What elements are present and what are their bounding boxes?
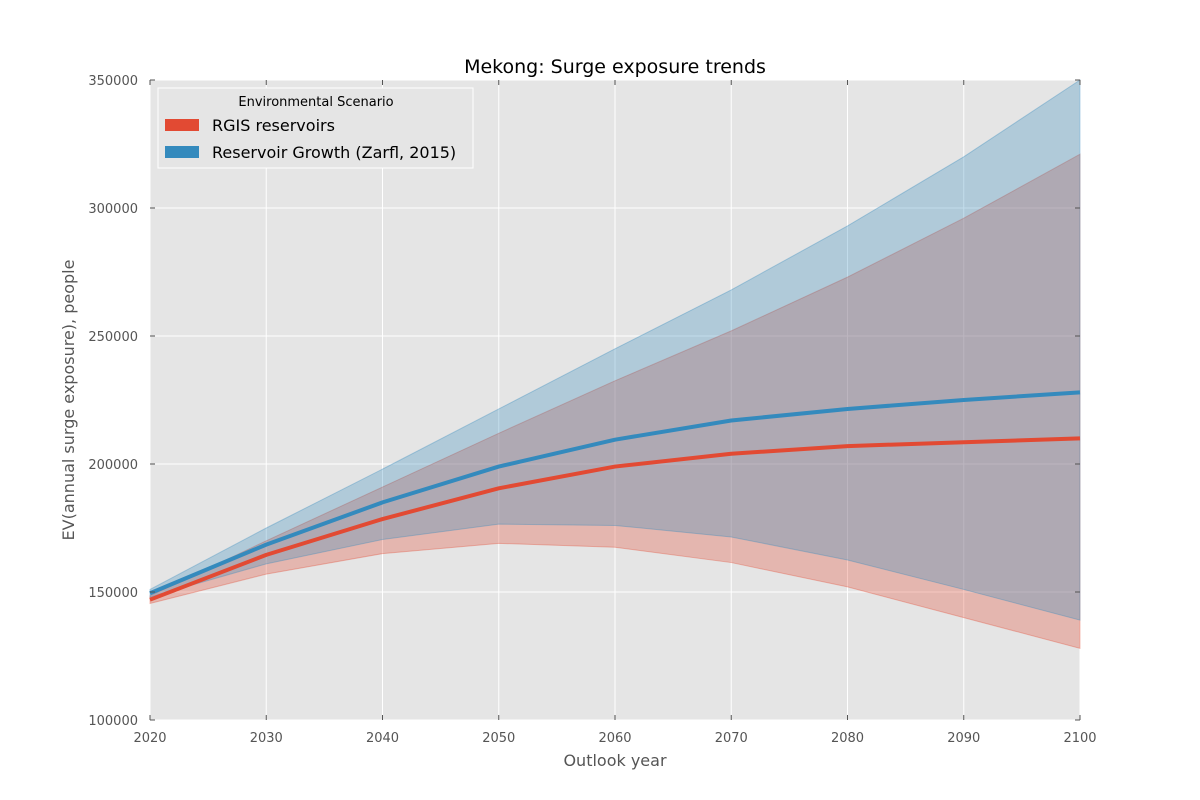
band-series-0 — [149, 153, 1081, 649]
legend: Environmental Scenario RGIS reservoirs R… — [157, 87, 474, 169]
y-axis-label: EV(annual surge exposure), people — [59, 260, 78, 541]
y-tick-label: 100000 — [88, 714, 138, 729]
x-tick-label: 2050 — [482, 731, 515, 746]
x-tick-label: 2040 — [366, 731, 399, 746]
x-tick-label: 2080 — [831, 731, 864, 746]
x-axis-label: Outlook year — [563, 751, 667, 770]
y-tick-label: 200000 — [88, 458, 138, 473]
x-tick-label: 2100 — [1063, 731, 1096, 746]
band-series-1 — [149, 79, 1081, 621]
x-tick-label: 2020 — [133, 731, 166, 746]
x-tick-label: 2070 — [715, 731, 748, 746]
legend-title: Environmental Scenario — [238, 95, 393, 110]
legend-swatch-zarfl — [165, 146, 199, 158]
y-tick-label: 150000 — [88, 586, 138, 601]
y-tick-label: 300000 — [88, 202, 138, 217]
x-tick-labels: 2020 2030 2040 2050 2060 2070 2080 2090 2100 — [133, 731, 1096, 746]
series-lines — [149, 390, 1081, 602]
axis-ticks — [149, 79, 1081, 721]
uncertainty-bands — [149, 79, 1081, 649]
legend-label-rgis: RGIS reservoirs — [212, 116, 335, 135]
x-tick-label: 2060 — [598, 731, 631, 746]
x-tick-label: 2030 — [250, 731, 283, 746]
y-tick-labels: 100000 150000 200000 250000 300000 350000 — [88, 74, 138, 729]
x-tick-label: 2090 — [947, 731, 980, 746]
legend-swatch-rgis — [165, 119, 199, 131]
y-tick-label: 350000 — [88, 74, 138, 89]
legend-frame — [157, 87, 474, 169]
y-tick-label: 250000 — [88, 330, 138, 345]
chart-title: Mekong: Surge exposure trends — [464, 56, 766, 78]
legend-label-zarfl: Reservoir Growth (Zarfl, 2015) — [212, 143, 456, 162]
